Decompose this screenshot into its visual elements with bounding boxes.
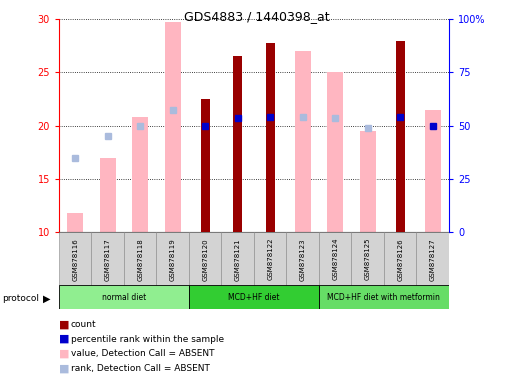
Text: GSM878119: GSM878119 [170,238,176,281]
Bar [222,232,254,286]
Text: ■: ■ [59,363,69,373]
Text: rank, Detection Call = ABSENT: rank, Detection Call = ABSENT [71,364,210,373]
Bar [156,232,189,286]
Bar [396,41,405,232]
Text: count: count [71,320,96,329]
Text: GSM878117: GSM878117 [105,238,111,281]
Bar [124,232,156,286]
Bar [67,213,83,232]
Bar [59,285,189,309]
Text: normal diet: normal diet [102,293,146,302]
Text: GSM878122: GSM878122 [267,238,273,280]
Text: percentile rank within the sample: percentile rank within the sample [71,334,224,344]
Bar [384,232,417,286]
Bar [132,117,148,232]
Text: GSM878125: GSM878125 [365,238,371,280]
Text: GSM878123: GSM878123 [300,238,306,281]
Bar [266,43,275,232]
Text: protocol: protocol [3,294,40,303]
Bar [424,110,441,232]
Bar [319,232,351,286]
Text: MCD+HF diet: MCD+HF diet [228,293,280,302]
Bar [351,232,384,286]
Bar [91,232,124,286]
Text: GSM878116: GSM878116 [72,238,78,281]
Text: MCD+HF diet with metformin: MCD+HF diet with metformin [327,293,440,302]
Bar [59,232,91,286]
Text: value, Detection Call = ABSENT: value, Detection Call = ABSENT [71,349,214,358]
Bar [254,232,286,286]
Bar [294,51,311,232]
Bar [201,99,210,232]
Text: GSM878127: GSM878127 [429,238,436,281]
Bar [189,232,222,286]
Bar [417,232,449,286]
Text: ■: ■ [59,349,69,359]
Bar [360,131,376,232]
Text: ■: ■ [59,334,69,344]
Text: GSM878121: GSM878121 [234,238,241,281]
Bar [286,232,319,286]
Bar [233,56,242,232]
Text: ▶: ▶ [44,294,51,304]
Text: GSM878118: GSM878118 [137,238,143,281]
Text: GSM878120: GSM878120 [202,238,208,281]
Text: GDS4883 / 1440398_at: GDS4883 / 1440398_at [184,10,329,23]
Text: ■: ■ [59,319,69,329]
Bar [319,285,449,309]
Bar [189,285,319,309]
Text: GSM878124: GSM878124 [332,238,338,280]
Bar [327,73,343,232]
Bar [165,22,181,232]
Bar [100,158,116,232]
Text: GSM878126: GSM878126 [397,238,403,281]
